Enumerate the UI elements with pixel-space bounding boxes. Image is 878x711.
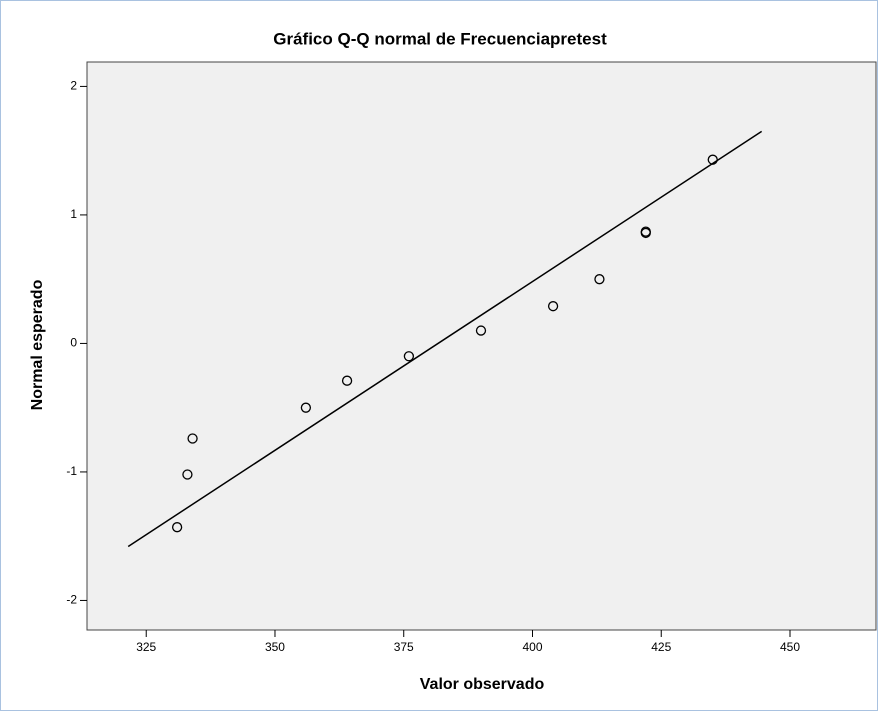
y-tick-label: -2 [66, 593, 77, 607]
x-tick-label: 375 [394, 640, 414, 654]
y-tick-label: 0 [70, 336, 77, 350]
point [403, 351, 415, 362]
reference-line [127, 130, 763, 548]
x-tick-label: 400 [522, 640, 542, 654]
chart-title: Gráfico Q-Q normal de Frecuenciapretest [273, 29, 607, 48]
point [300, 402, 312, 413]
x-tick-label: 325 [136, 640, 156, 654]
x-axis-label: Valor observado [420, 676, 545, 693]
x-tick-label: 425 [651, 640, 671, 654]
point [640, 226, 651, 237]
y-axis-label: Normal esperado [29, 279, 46, 410]
y-tick-label: 1 [70, 207, 77, 221]
point [547, 301, 559, 312]
x-tick-label: 350 [265, 640, 285, 654]
point [707, 154, 718, 165]
point [594, 274, 605, 285]
x-tick-label: 450 [780, 640, 800, 654]
y-tick-label: -1 [66, 464, 77, 478]
point [475, 325, 487, 336]
point [187, 433, 198, 444]
plot-area [86, 61, 877, 631]
point [182, 469, 193, 480]
y-tick-label: 2 [70, 79, 77, 93]
point [341, 375, 353, 386]
point [171, 522, 183, 533]
